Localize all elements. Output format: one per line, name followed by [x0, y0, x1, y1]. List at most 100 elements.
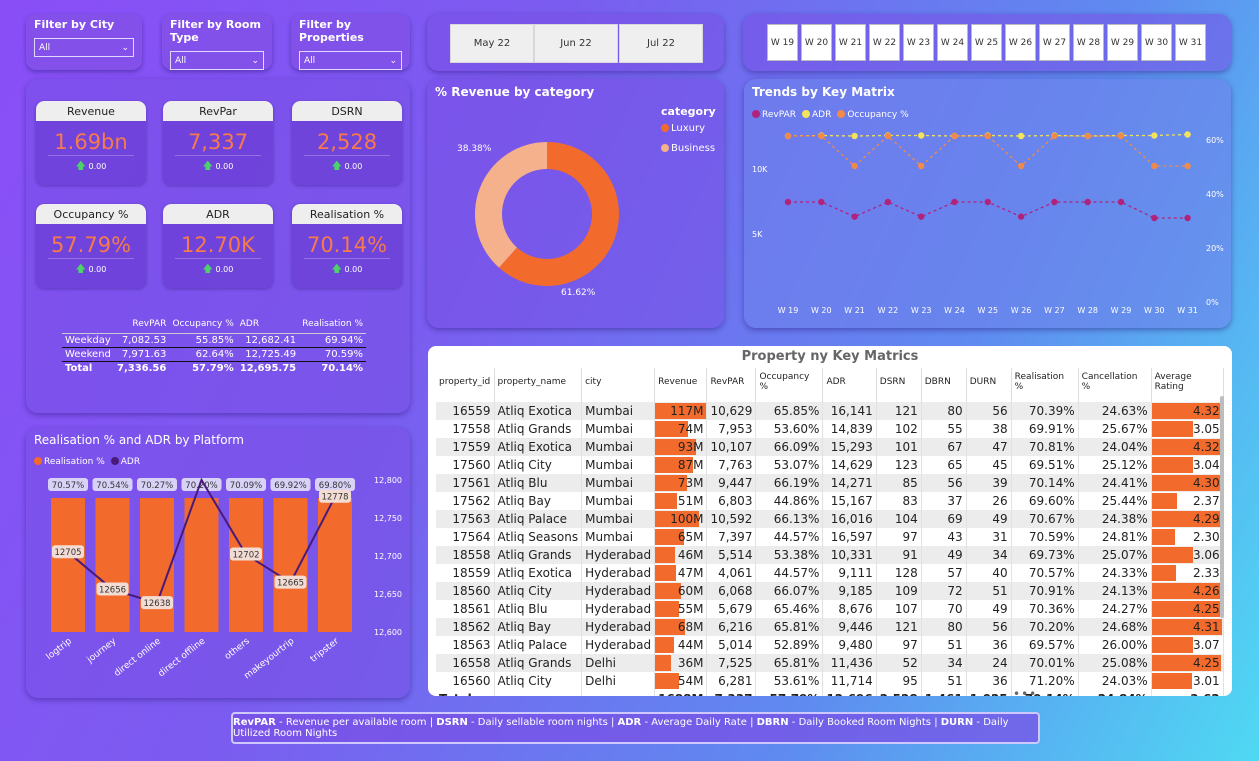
table-row[interactable]: 17563 Atliq Palace Mumbai 100M 10,592 66.13% 1…	[436, 510, 1224, 528]
series-point[interactable]	[784, 198, 792, 206]
table-row[interactable]: 18559 Atliq Exotica Hyderabad 47M 4,061 44.57…	[436, 564, 1224, 582]
column-header[interactable]: Cancellation %	[1078, 368, 1152, 402]
kpi-delta: 0.00	[88, 265, 107, 274]
series-point[interactable]	[1184, 131, 1191, 138]
cell-cancellation: 24.27%	[1078, 600, 1152, 618]
column-header[interactable]: Realisation %	[1011, 368, 1079, 402]
week-button[interactable]: W 24	[937, 24, 968, 61]
week-button[interactable]: W 29	[1107, 24, 1138, 61]
week-button[interactable]: W 27	[1039, 24, 1070, 61]
bar-realisation[interactable]	[229, 498, 263, 632]
month-button[interactable]: Jul 22	[619, 24, 703, 63]
x-axis-tick: W 30	[1144, 306, 1165, 315]
revenue-value: 46M	[677, 548, 704, 562]
donut-slice-business[interactable]	[475, 142, 547, 268]
column-header[interactable]: Occupancy %	[755, 368, 824, 402]
column-header[interactable]: RevPAR	[706, 368, 757, 402]
column-header[interactable]: property_id	[436, 368, 495, 402]
series-point[interactable]	[951, 198, 958, 206]
series-point[interactable]	[984, 198, 991, 206]
series-point[interactable]	[918, 213, 925, 220]
series-point[interactable]	[1017, 132, 1025, 140]
table-row[interactable]: 18560 Atliq City Hyderabad 60M 6,068 66.07% 9,…	[436, 582, 1224, 600]
series-point[interactable]	[1051, 132, 1058, 140]
series-point[interactable]	[784, 132, 792, 140]
series-point[interactable]	[1184, 214, 1191, 222]
series-point[interactable]	[1051, 198, 1058, 206]
bar-realisation[interactable]	[140, 498, 174, 632]
column-header[interactable]: DSRN	[876, 368, 922, 402]
week-button[interactable]: W 28	[1073, 24, 1104, 61]
series-point[interactable]	[1184, 162, 1191, 170]
column-header[interactable]: Average Rating	[1151, 368, 1224, 402]
series-point[interactable]	[1117, 132, 1125, 140]
series-point[interactable]	[818, 132, 825, 140]
adr-label-bg	[274, 575, 307, 589]
column-header[interactable]: DURN	[966, 368, 1012, 402]
cell-dsrn: 83	[876, 492, 922, 510]
week-button[interactable]: W 31	[1175, 24, 1206, 61]
week-button[interactable]: W 26	[1005, 24, 1036, 61]
table-row[interactable]: 17561 Atliq Blu Mumbai 73M 9,447 66.19% 14,271…	[436, 474, 1224, 492]
month-button[interactable]: May 22	[450, 24, 534, 63]
series-point[interactable]	[1017, 213, 1025, 220]
table-scrollbar[interactable]	[1220, 396, 1224, 618]
table-row[interactable]: 16558 Atliq Grands Delhi 36M 7,525 65.81% 11,4…	[436, 654, 1224, 672]
column-header[interactable]: city	[581, 368, 656, 402]
table-row[interactable]: 16560 Atliq City Delhi 54M 6,281 53.61% 11,714…	[436, 672, 1224, 690]
column-header[interactable]: ADR	[822, 368, 877, 402]
series-point[interactable]	[1017, 162, 1025, 170]
series-point[interactable]	[1117, 198, 1125, 206]
week-button[interactable]: W 19	[767, 24, 798, 61]
series-point[interactable]	[1151, 214, 1158, 222]
week-button[interactable]: W 22	[869, 24, 900, 61]
bar-realisation[interactable]	[184, 498, 219, 632]
series-point[interactable]	[851, 213, 858, 220]
table-row[interactable]: 17558 Atliq Grands Mumbai 74M 7,953 53.60% 14,…	[436, 420, 1224, 438]
week-button[interactable]: W 21	[835, 24, 866, 61]
series-point[interactable]	[818, 198, 825, 206]
table-row[interactable]: 18562 Atliq Bay Hyderabad 68M 6,216 65.81% 9,4…	[436, 618, 1224, 636]
cell-cancellation: 25.12%	[1078, 456, 1152, 474]
cell-property-id: 16559	[436, 402, 495, 420]
week-button[interactable]: W 23	[903, 24, 934, 61]
series-point[interactable]	[884, 198, 892, 206]
series-point[interactable]	[884, 132, 892, 140]
table-row[interactable]: 17562 Atliq Bay Mumbai 51M 6,803 44.86% 15,167…	[436, 492, 1224, 510]
donut-slice-luxury[interactable]	[498, 142, 619, 286]
table-cell: 12,695.75	[239, 363, 297, 374]
bar-realisation[interactable]	[95, 498, 130, 632]
rating-value: 4.25	[1192, 656, 1220, 670]
bar-realisation[interactable]	[51, 498, 85, 632]
table-row[interactable]: 18561 Atliq Blu Hyderabad 55M 5,679 65.46% 8,6…	[436, 600, 1224, 618]
table-row[interactable]: 17564 Atliq Seasons Mumbai 65M 7,397 44.57% 16…	[436, 528, 1224, 546]
series-point[interactable]	[1151, 132, 1158, 139]
table-row[interactable]: 17559 Atliq Exotica Mumbai 93M 10,107 66.09% 1…	[436, 438, 1224, 456]
filter-properties-select[interactable]: All ⌄	[299, 51, 402, 70]
bar-realisation[interactable]	[273, 498, 308, 632]
series-point[interactable]	[1084, 132, 1091, 140]
month-button[interactable]: Jun 22	[534, 24, 618, 63]
series-point[interactable]	[984, 132, 991, 140]
series-point[interactable]	[851, 162, 858, 170]
series-point[interactable]	[851, 132, 858, 140]
series-point[interactable]	[1151, 162, 1158, 170]
table-row[interactable]: 18563 Atliq Palace Hyderabad 44M 5,014 52.89%…	[436, 636, 1224, 654]
more-options-icon[interactable]: •••	[1013, 687, 1038, 696]
column-header[interactable]: Revenue	[654, 368, 708, 402]
series-point[interactable]	[918, 132, 925, 139]
week-button[interactable]: W 25	[971, 24, 1002, 61]
series-point[interactable]	[951, 132, 958, 140]
week-button[interactable]: W 20	[801, 24, 832, 61]
cell-occupancy: 65.81%	[755, 618, 824, 636]
series-point[interactable]	[918, 162, 925, 170]
table-row[interactable]: 16559 Atliq Exotica Mumbai 117M 10,629 65.85%…	[436, 402, 1224, 420]
column-header[interactable]: DBRN	[921, 368, 967, 402]
week-button[interactable]: W 30	[1141, 24, 1172, 61]
filter-room-type-select[interactable]: All ⌄	[170, 51, 264, 70]
table-row[interactable]: 17560 Atliq City Mumbai 87M 7,763 53.07% 14,62…	[436, 456, 1224, 474]
filter-city-select[interactable]: All ⌄	[34, 38, 134, 57]
column-header[interactable]: property_name	[494, 368, 583, 402]
table-row[interactable]: 18558 Atliq Grands Hyderabad 46M 5,514 53.38%…	[436, 546, 1224, 564]
series-point[interactable]	[1084, 198, 1091, 206]
